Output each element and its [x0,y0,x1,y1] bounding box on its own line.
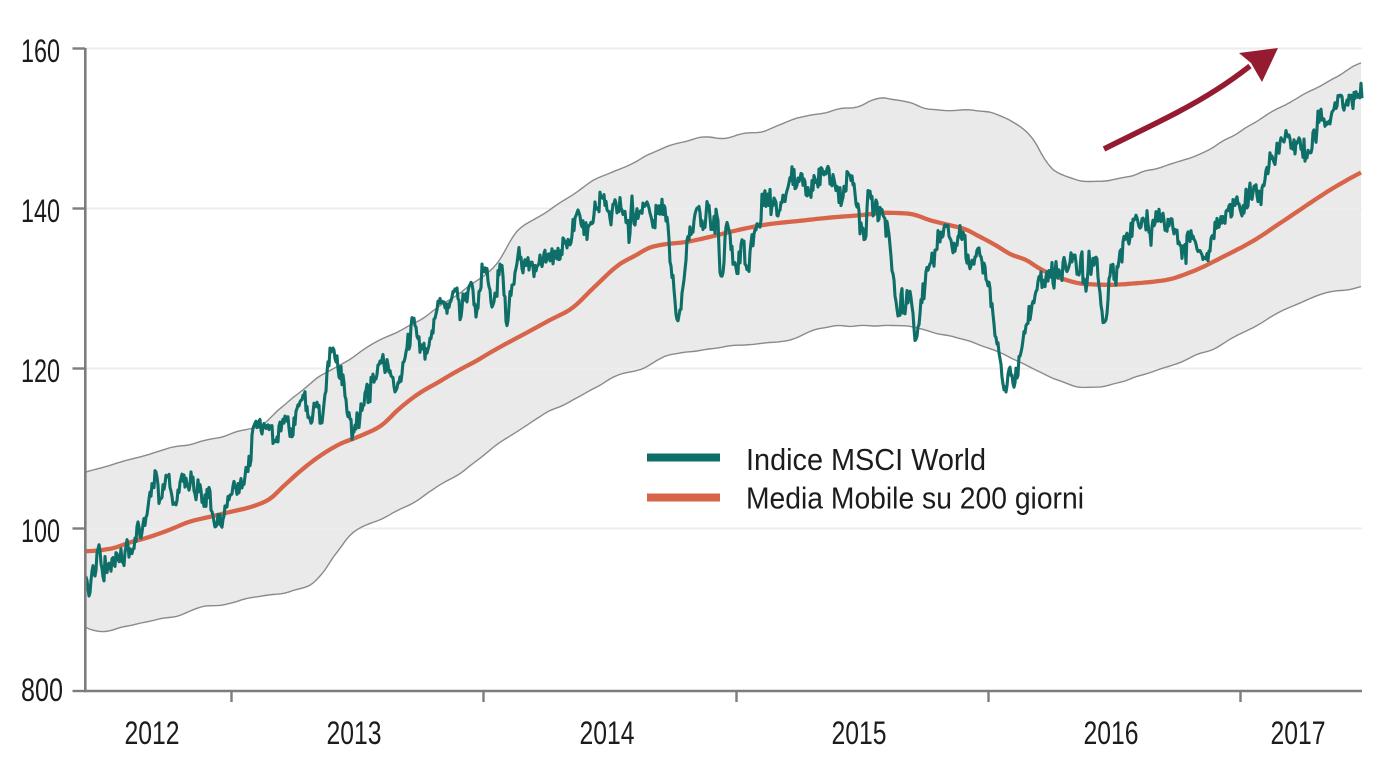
svg-text:Media Mobile su 200 giorni: Media Mobile su 200 giorni [746,481,1084,516]
svg-text:160: 160 [21,33,60,69]
svg-text:2017: 2017 [1271,715,1326,751]
svg-text:2015: 2015 [832,715,887,751]
svg-text:120: 120 [21,353,60,389]
svg-text:2013: 2013 [327,715,382,751]
svg-text:2016: 2016 [1084,715,1139,751]
svg-text:100: 100 [21,513,60,549]
svg-text:800: 800 [21,672,63,708]
svg-text:140: 140 [21,193,60,229]
svg-text:2012: 2012 [125,715,180,751]
svg-text:Indice MSCI World: Indice MSCI World [746,442,986,477]
svg-text:2014: 2014 [580,715,635,751]
